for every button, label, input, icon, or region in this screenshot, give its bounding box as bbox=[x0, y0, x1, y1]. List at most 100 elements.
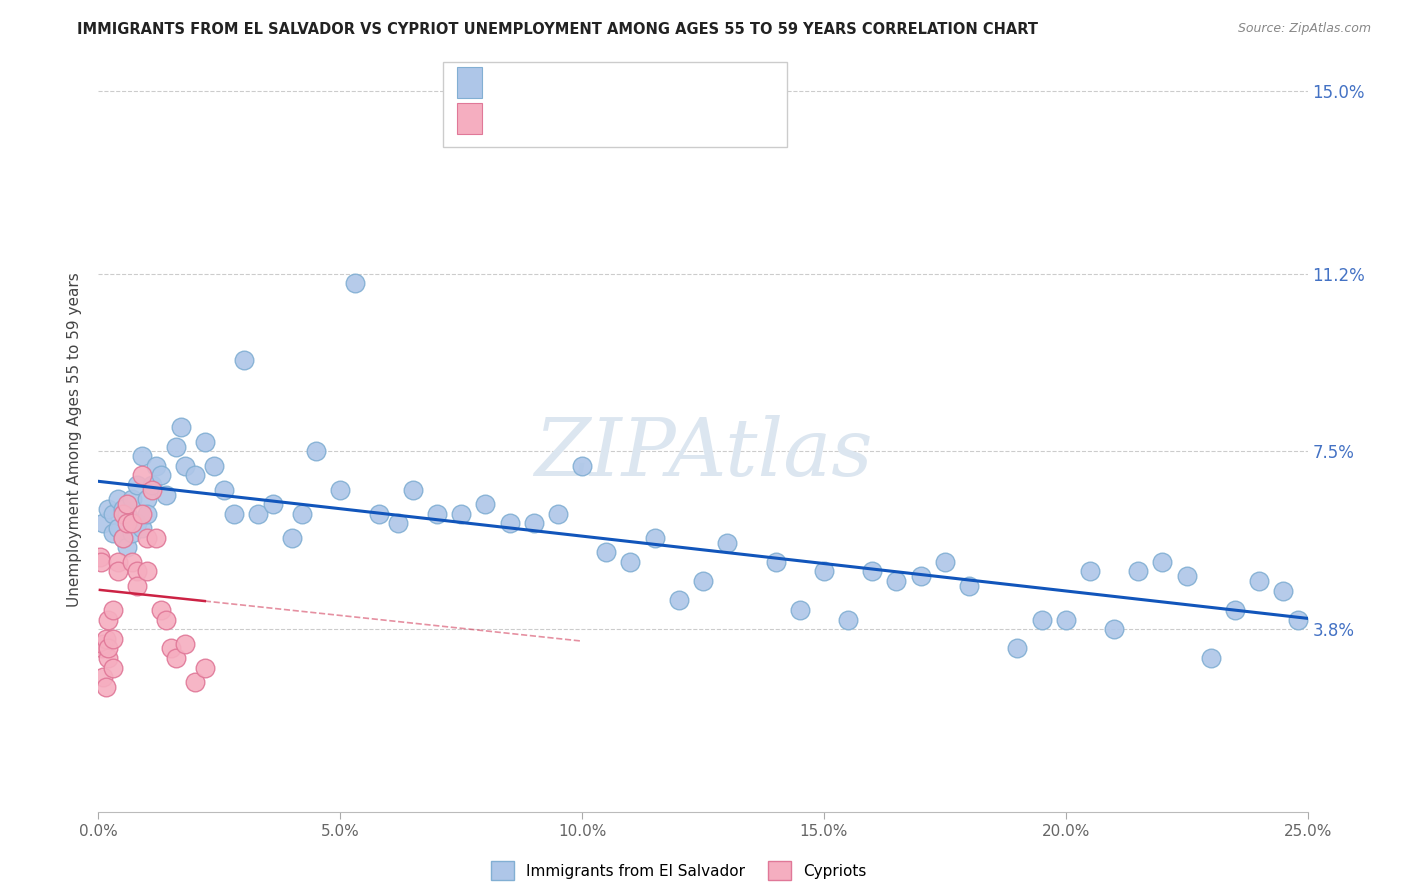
Point bbox=[131, 468, 153, 483]
Point bbox=[135, 531, 157, 545]
Point bbox=[141, 478, 163, 492]
Text: ZIPAtlas: ZIPAtlas bbox=[534, 416, 872, 493]
Point bbox=[498, 516, 520, 531]
Point bbox=[101, 526, 124, 541]
Point bbox=[127, 516, 149, 531]
Point bbox=[174, 458, 197, 473]
Point bbox=[1152, 555, 1174, 569]
Point bbox=[91, 636, 114, 650]
Point bbox=[619, 555, 641, 569]
Point bbox=[150, 468, 173, 483]
Point bbox=[368, 507, 391, 521]
Point bbox=[111, 507, 134, 521]
Point bbox=[107, 555, 129, 569]
Point bbox=[860, 565, 883, 579]
Point bbox=[145, 458, 167, 473]
Point bbox=[91, 641, 114, 656]
Point bbox=[194, 660, 217, 674]
Point bbox=[474, 497, 496, 511]
Point bbox=[1031, 613, 1053, 627]
Point bbox=[222, 507, 245, 521]
Point bbox=[169, 420, 191, 434]
Point bbox=[957, 579, 980, 593]
Point bbox=[127, 565, 149, 579]
Point bbox=[305, 444, 328, 458]
Text: R = -0.341: R = -0.341 bbox=[492, 111, 574, 126]
Point bbox=[89, 549, 111, 564]
Point bbox=[450, 507, 472, 521]
Point bbox=[94, 680, 117, 694]
Point bbox=[813, 565, 835, 579]
Point bbox=[387, 516, 409, 531]
Point bbox=[97, 502, 120, 516]
Point bbox=[1249, 574, 1271, 588]
Point bbox=[262, 497, 284, 511]
Point bbox=[101, 632, 124, 646]
Point bbox=[117, 507, 139, 521]
Point bbox=[716, 535, 738, 549]
Point bbox=[121, 555, 143, 569]
Point bbox=[886, 574, 908, 588]
Y-axis label: Unemployment Among Ages 55 to 59 years: Unemployment Among Ages 55 to 59 years bbox=[67, 272, 83, 607]
Point bbox=[111, 531, 134, 545]
Point bbox=[107, 492, 129, 507]
Point bbox=[1286, 613, 1309, 627]
Point bbox=[107, 521, 129, 535]
Point bbox=[644, 531, 666, 545]
Point bbox=[789, 603, 811, 617]
Text: R = -0.270: R = -0.270 bbox=[492, 75, 574, 90]
Point bbox=[595, 545, 617, 559]
Point bbox=[97, 641, 120, 656]
Point bbox=[135, 565, 157, 579]
Point bbox=[127, 579, 149, 593]
Point bbox=[184, 468, 207, 483]
Text: Source: ZipAtlas.com: Source: ZipAtlas.com bbox=[1237, 22, 1371, 36]
Point bbox=[1102, 622, 1125, 636]
Point bbox=[212, 483, 235, 497]
Point bbox=[165, 651, 187, 665]
Point bbox=[837, 613, 859, 627]
Point bbox=[135, 507, 157, 521]
Point bbox=[117, 541, 139, 555]
Point bbox=[281, 531, 304, 545]
Point bbox=[145, 531, 167, 545]
Point bbox=[1175, 569, 1198, 583]
Point bbox=[668, 593, 690, 607]
Point bbox=[101, 603, 124, 617]
Point bbox=[765, 555, 787, 569]
Point bbox=[101, 507, 124, 521]
Point bbox=[1199, 651, 1222, 665]
Point bbox=[692, 574, 714, 588]
Point bbox=[117, 516, 139, 531]
Point bbox=[247, 507, 270, 521]
Point bbox=[91, 516, 114, 531]
Point bbox=[165, 440, 187, 454]
Point bbox=[121, 526, 143, 541]
Point bbox=[1272, 583, 1295, 598]
Point bbox=[121, 492, 143, 507]
Point bbox=[131, 507, 153, 521]
Point bbox=[547, 507, 569, 521]
Point bbox=[160, 641, 183, 656]
Point bbox=[90, 555, 112, 569]
Text: N = 76: N = 76 bbox=[661, 75, 714, 90]
Point bbox=[131, 449, 153, 463]
Point bbox=[97, 651, 120, 665]
Point bbox=[934, 555, 956, 569]
Point bbox=[523, 516, 546, 531]
Text: N = 36: N = 36 bbox=[661, 111, 714, 126]
Point bbox=[1054, 613, 1077, 627]
Point bbox=[290, 507, 312, 521]
Point bbox=[174, 636, 197, 650]
Point bbox=[1223, 603, 1246, 617]
Point bbox=[910, 569, 932, 583]
Point bbox=[94, 632, 117, 646]
Point bbox=[127, 478, 149, 492]
Point bbox=[150, 603, 173, 617]
Point bbox=[155, 613, 177, 627]
Point bbox=[121, 516, 143, 531]
Point bbox=[91, 670, 114, 684]
Point bbox=[111, 502, 134, 516]
Point bbox=[141, 483, 163, 497]
Point bbox=[343, 276, 366, 290]
